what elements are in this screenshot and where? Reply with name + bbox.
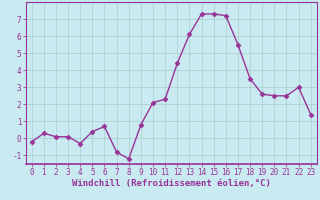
X-axis label: Windchill (Refroidissement éolien,°C): Windchill (Refroidissement éolien,°C) xyxy=(72,179,271,188)
